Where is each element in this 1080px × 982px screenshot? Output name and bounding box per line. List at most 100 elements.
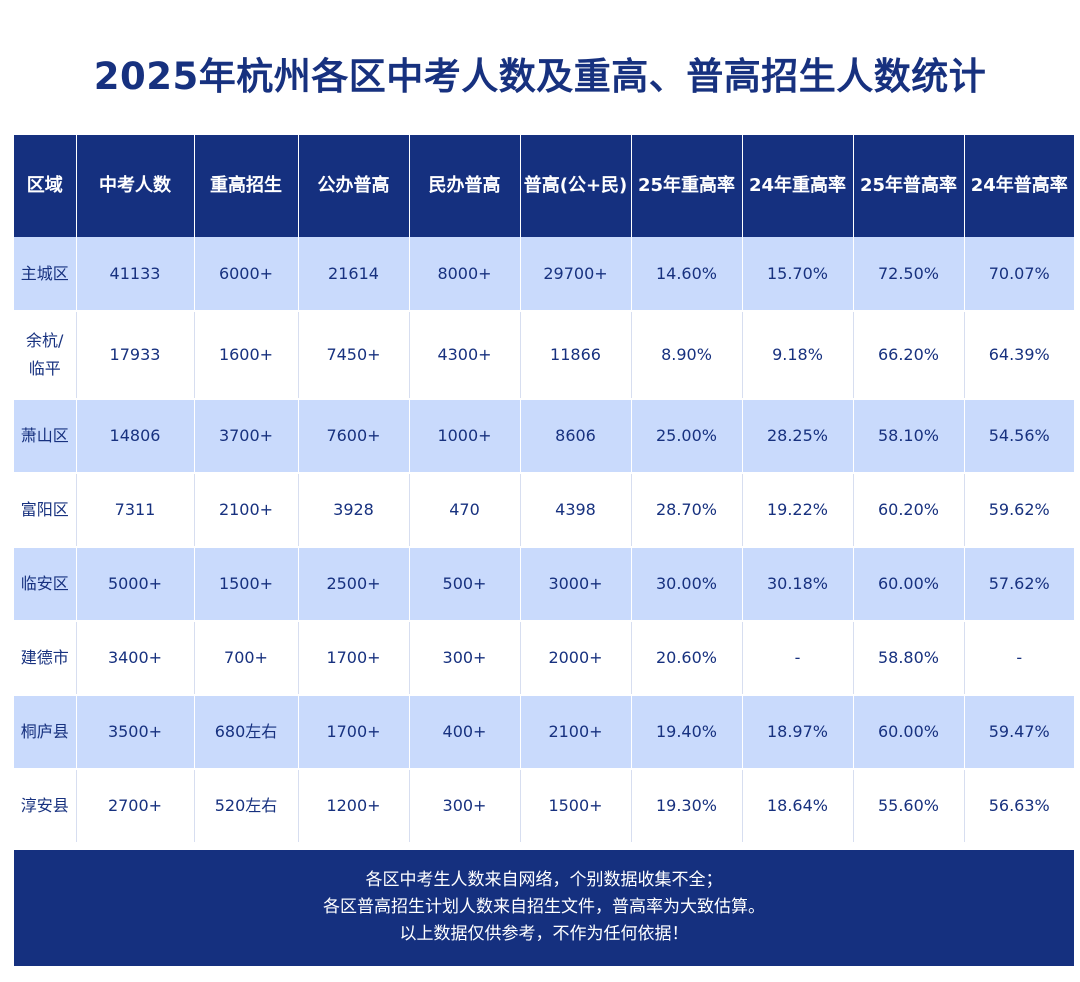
footer-note: 各区中考生人数来自网络，个别数据收集不全； 各区普高招生计划人数来自招生文件，普… — [14, 850, 1074, 966]
cell: 30.18% — [742, 547, 854, 622]
cell-region: 富阳区 — [14, 473, 77, 548]
cell: 8000+ — [409, 237, 521, 312]
cell-region: 桐庐县 — [14, 695, 77, 770]
cell: 58.10% — [853, 399, 965, 474]
cell: 5000+ — [76, 547, 195, 622]
cell: 1700+ — [298, 695, 410, 770]
cell: 500+ — [409, 547, 521, 622]
cell: 55.60% — [853, 769, 965, 844]
cell: 300+ — [409, 769, 521, 844]
stats-table-container: 区域 中考人数 重高招生 公办普高 民办普高 普高(公+民) 25年重高率 24… — [14, 135, 1074, 844]
cell-region: 淳安县 — [14, 769, 77, 844]
cell: 70.07% — [964, 237, 1074, 312]
cell: 60.20% — [853, 473, 965, 548]
cell: 56.63% — [964, 769, 1074, 844]
cell: - — [964, 621, 1074, 696]
header-25-key-rate: 25年重高率 — [631, 135, 743, 237]
cell: 520左右 — [194, 769, 299, 844]
table-row: 萧山区 14806 3700+ 7600+ 1000+ 8606 25.00% … — [14, 399, 1074, 474]
cell: 3000+ — [520, 547, 632, 622]
cell: 64.39% — [964, 311, 1074, 400]
cell: 7311 — [76, 473, 195, 548]
header-25-high-rate: 25年普高率 — [853, 135, 965, 237]
cell: 59.47% — [964, 695, 1074, 770]
footer-line: 以上数据仅供参考，不作为任何依据！ — [399, 924, 689, 944]
table-row: 桐庐县 3500+ 680左右 1700+ 400+ 2100+ 19.40% … — [14, 695, 1074, 770]
footer-line: 各区普高招生计划人数来自招生文件，普高率为大致估算。 — [323, 897, 765, 917]
cell: 14806 — [76, 399, 195, 474]
cell: 680左右 — [194, 695, 299, 770]
cell: 2100+ — [194, 473, 299, 548]
cell: 7450+ — [298, 311, 410, 400]
cell: 18.97% — [742, 695, 854, 770]
page-title: 2025年杭州各区中考人数及重高、普高招生人数统计 — [93, 55, 987, 98]
cell: 1700+ — [298, 621, 410, 696]
cell: 58.80% — [853, 621, 965, 696]
cell: 8.90% — [631, 311, 743, 400]
cell: 1500+ — [194, 547, 299, 622]
cell: 2000+ — [520, 621, 632, 696]
cell: 15.70% — [742, 237, 854, 312]
cell: 41133 — [76, 237, 195, 312]
cell: 30.00% — [631, 547, 743, 622]
cell: - — [742, 621, 854, 696]
header-public-high: 公办普高 — [298, 135, 410, 237]
footer-line: 各区中考生人数来自网络，个别数据收集不全； — [365, 870, 723, 890]
header-24-high-rate: 24年普高率 — [964, 135, 1074, 237]
cell: 4300+ — [409, 311, 521, 400]
cell-region: 主城区 — [14, 237, 77, 312]
header-private-high: 民办普高 — [409, 135, 521, 237]
cell: 28.25% — [742, 399, 854, 474]
cell: 4398 — [520, 473, 632, 548]
cell: 60.00% — [853, 547, 965, 622]
cell: 54.56% — [964, 399, 1074, 474]
cell: 59.62% — [964, 473, 1074, 548]
table-row: 临安区 5000+ 1500+ 2500+ 500+ 3000+ 30.00% … — [14, 547, 1074, 622]
header-exam-count: 中考人数 — [76, 135, 195, 237]
cell: 8606 — [520, 399, 632, 474]
cell: 6000+ — [194, 237, 299, 312]
cell: 72.50% — [853, 237, 965, 312]
cell: 400+ — [409, 695, 521, 770]
cell: 2500+ — [298, 547, 410, 622]
table-header-row: 区域 中考人数 重高招生 公办普高 民办普高 普高(公+民) 25年重高率 24… — [14, 135, 1074, 237]
header-key-high-enroll: 重高招生 — [194, 135, 299, 237]
header-24-key-rate: 24年重高率 — [742, 135, 854, 237]
stats-table: 区域 中考人数 重高招生 公办普高 民办普高 普高(公+民) 25年重高率 24… — [14, 135, 1074, 844]
header-region: 区域 — [14, 135, 77, 237]
cell: 11866 — [520, 311, 632, 400]
cell: 66.20% — [853, 311, 965, 400]
cell: 2700+ — [76, 769, 195, 844]
cell: 19.30% — [631, 769, 743, 844]
cell: 18.64% — [742, 769, 854, 844]
cell: 9.18% — [742, 311, 854, 400]
table-row: 余杭/ 临平 17933 1600+ 7450+ 4300+ 11866 8.9… — [14, 311, 1074, 400]
table-row: 建德市 3400+ 700+ 1700+ 300+ 2000+ 20.60% -… — [14, 621, 1074, 696]
cell: 3928 — [298, 473, 410, 548]
cell: 19.22% — [742, 473, 854, 548]
cell: 7600+ — [298, 399, 410, 474]
cell: 60.00% — [853, 695, 965, 770]
cell: 3700+ — [194, 399, 299, 474]
cell-region: 萧山区 — [14, 399, 77, 474]
cell: 19.40% — [631, 695, 743, 770]
cell: 300+ — [409, 621, 521, 696]
cell: 1500+ — [520, 769, 632, 844]
cell: 1000+ — [409, 399, 521, 474]
cell: 2100+ — [520, 695, 632, 770]
cell-region: 建德市 — [14, 621, 77, 696]
cell: 57.62% — [964, 547, 1074, 622]
cell: 20.60% — [631, 621, 743, 696]
cell-region: 余杭/ 临平 — [14, 311, 77, 400]
cell: 17933 — [76, 311, 195, 400]
cell-region: 临安区 — [14, 547, 77, 622]
cell: 29700+ — [520, 237, 632, 312]
table-row: 主城区 41133 6000+ 21614 8000+ 29700+ 14.60… — [14, 237, 1074, 312]
cell: 470 — [409, 473, 521, 548]
cell: 28.70% — [631, 473, 743, 548]
cell: 1600+ — [194, 311, 299, 400]
cell: 21614 — [298, 237, 410, 312]
cell: 25.00% — [631, 399, 743, 474]
cell: 3400+ — [76, 621, 195, 696]
cell: 14.60% — [631, 237, 743, 312]
